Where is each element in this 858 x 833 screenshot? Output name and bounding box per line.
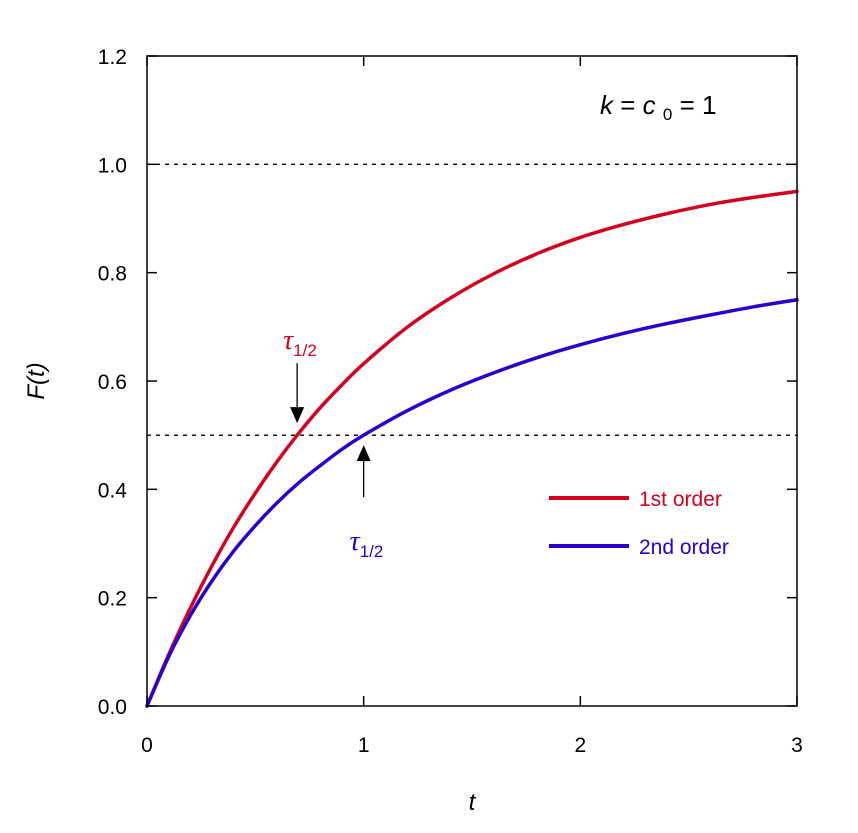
tau-label-1: τ1/2 xyxy=(283,325,317,360)
reference-lines xyxy=(147,163,797,436)
tau-symbol: τ xyxy=(350,526,361,557)
series-line-1 xyxy=(145,189,799,708)
y-tick-label: 0.6 xyxy=(98,371,127,394)
y-tick-label: 0.2 xyxy=(98,588,127,611)
tau-arrow-head-2 xyxy=(356,445,371,462)
y-tick-label: 1.0 xyxy=(98,154,127,177)
param-c: c xyxy=(643,90,656,120)
axis-ticks xyxy=(146,55,798,707)
x-axis-title: t xyxy=(469,789,477,816)
x-tick-label: 2 xyxy=(574,734,586,757)
annotations: τ1/2τ1/2 xyxy=(283,325,383,561)
tick-labels: 0 1 2 3 0.0 0.2 0.4 0.6 0.8 1.0 1.2 xyxy=(98,46,803,757)
legend-label-2: 2nd order xyxy=(639,536,729,559)
y-tick-label: 0.0 xyxy=(98,696,127,719)
series-line-2 xyxy=(145,298,799,708)
y-tick-label: 1.2 xyxy=(98,46,127,69)
y-axis-title: F(t) xyxy=(23,362,50,399)
y-tick-label: 0.4 xyxy=(98,479,128,502)
tau-subscript: 1/2 xyxy=(360,542,384,561)
x-tick-label: 0 xyxy=(141,734,153,757)
y-tick-label: 0.8 xyxy=(98,263,127,286)
tau-label-2: τ1/2 xyxy=(350,526,384,561)
legend: 1st order 2nd order xyxy=(549,488,729,559)
series-layer xyxy=(145,189,799,708)
x-tick-label: 1 xyxy=(358,734,370,757)
param-k: k xyxy=(600,90,615,120)
param-c-sub: 0 xyxy=(663,105,672,124)
tau-arrow-head-1 xyxy=(290,407,305,424)
tau-symbol: τ xyxy=(283,325,294,356)
legend-label-1: 1st order xyxy=(639,488,722,511)
parameter-label: k = c 0 = 1 xyxy=(600,90,716,126)
param-value: 1 xyxy=(702,90,716,120)
x-tick-label: 3 xyxy=(791,734,803,757)
tau-subscript: 1/2 xyxy=(293,341,317,360)
